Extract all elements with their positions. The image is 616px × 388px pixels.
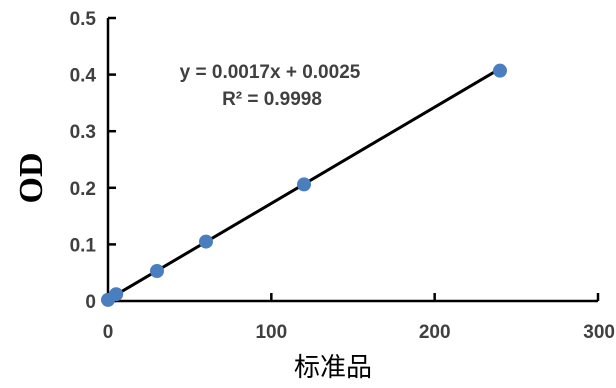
y-tick-label: 0.2 [70, 179, 96, 200]
y-tick-label: 0.3 [70, 122, 96, 143]
equation-annotation: y = 0.0017x + 0.0025 [180, 62, 361, 83]
labels: y = 0.0017x + 0.0025 R² = 0.9998 OD 标准品 [13, 62, 372, 383]
data-point [199, 234, 213, 249]
x-tick-label: 0 [103, 322, 114, 343]
x-tick-label: 200 [419, 322, 451, 343]
y-tick-label: 0.4 [70, 66, 97, 87]
ticks: 0 0.1 0.2 0.3 0.4 0.5 0 100 200 300 [70, 9, 615, 343]
y-tick-label: 0.5 [70, 9, 97, 30]
x-tick-label: 300 [583, 322, 615, 343]
data-point [109, 287, 124, 302]
data-point [297, 177, 311, 192]
x-tick-label: 100 [255, 322, 287, 343]
y-tick-label: 0.1 [70, 235, 97, 256]
y-axis-title: OD [13, 153, 50, 204]
axes [106, 18, 598, 303]
y-tick-label: 0 [85, 292, 96, 313]
data-point [493, 63, 507, 78]
data-point [150, 264, 164, 279]
x-axis-title: 标准品 [294, 353, 372, 383]
data-points [101, 63, 507, 307]
r-squared-annotation: R² = 0.9998 [222, 89, 322, 110]
